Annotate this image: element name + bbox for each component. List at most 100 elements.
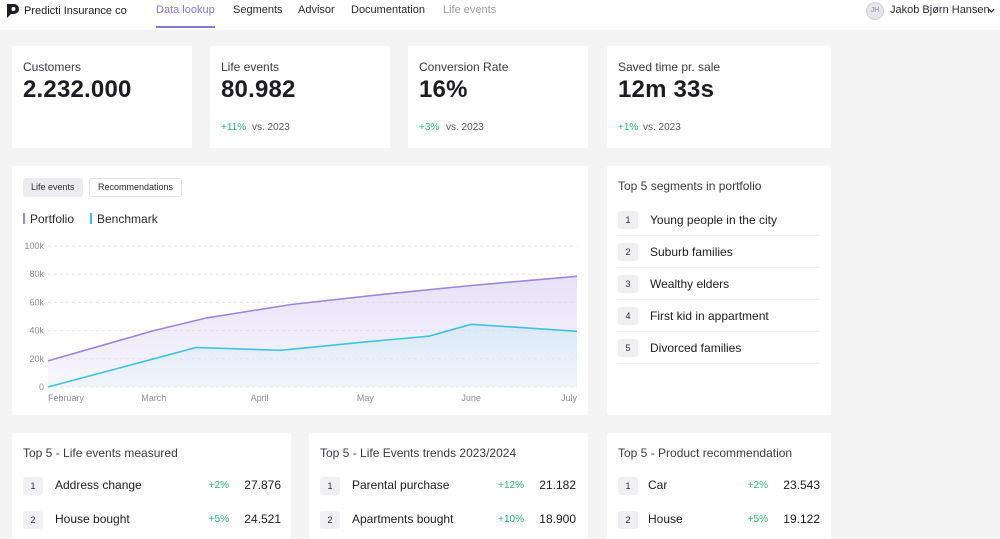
rank-badge: 3 [618, 275, 638, 293]
rank-badge: 4 [618, 307, 638, 325]
kpi-title: Life events [221, 60, 280, 74]
y-tick-label: 80k [29, 269, 44, 279]
row-value: 19.122 [783, 512, 820, 526]
row-value: 24.521 [244, 512, 281, 526]
list-item[interactable]: 1 Address change +2% 27.876 [23, 470, 281, 504]
kpi-card-saved-time: Saved time pr. sale 12m 33s +1% vs. 2023 [607, 46, 831, 148]
row-label: Parental purchase [352, 478, 450, 492]
kpi-value: 2.232.000 [23, 76, 132, 103]
row-label: Address change [55, 478, 142, 492]
brand-name: Predicti Insurance co [24, 5, 127, 17]
kpi-title: Conversion Rate [419, 60, 509, 74]
top-navigation-bar: Predicti Insurance co Data lookup Segmen… [0, 0, 1000, 30]
kpi-card-conversion-rate: Conversion Rate 16% +3% vs. 2023 [408, 46, 588, 148]
kpi-value: 12m 33s [618, 76, 715, 103]
line-area-chart: 100k 80k 60k 40k 20k 0 February March April May Ju… [24, 241, 578, 403]
segment-label: Suburb families [650, 245, 733, 259]
x-tick-label: April [251, 393, 269, 403]
rank-badge: 1 [23, 477, 43, 495]
tab-recommendations[interactable]: Recommendations [89, 178, 183, 197]
row-label: Apartments bought [352, 512, 454, 526]
legend-label: Portfolio [30, 212, 75, 226]
row-value: 21.182 [539, 478, 576, 492]
row-delta: +5% [747, 514, 768, 525]
x-tick-label: March [141, 393, 166, 403]
legend-swatch-portfolio [23, 213, 25, 224]
kpi-card-life-events: Life events 80.982 +11% vs. 2023 [210, 46, 390, 148]
segment-label: Young people in the city [650, 213, 777, 227]
legend-swatch-benchmark [90, 213, 92, 224]
segment-label: First kid in appartment [650, 309, 769, 323]
nav-documentation[interactable]: Documentation [351, 4, 425, 16]
panel-title: Top 5 - Product recommendation [618, 446, 793, 460]
list-item[interactable]: 4 First kid in appartment [618, 300, 820, 332]
tab-life-events[interactable]: Life events [23, 178, 83, 197]
rank-badge: 5 [618, 339, 638, 357]
list-item[interactable]: 1 Parental purchase +12% 21.182 [320, 470, 576, 504]
life-events-trends-card: Top 5 - Life Events trends 2023/2024 1 P… [309, 433, 588, 539]
chevron-down-icon[interactable] [987, 6, 996, 15]
rank-badge: 1 [618, 477, 638, 495]
kpi-comparison: vs. 2023 [252, 122, 290, 133]
row-delta: +10% [498, 514, 524, 525]
kpi-delta: +3% [419, 122, 440, 133]
kpi-delta: +1% [618, 122, 639, 133]
list-item[interactable]: 2 Apartments bought +10% 18.900 [320, 504, 576, 538]
y-tick-label: 0 [39, 382, 44, 392]
benchmark-series-line [47, 323, 578, 388]
segment-label: Wealthy elders [650, 277, 730, 291]
list-item[interactable]: 1 Car +2% 23.543 [618, 470, 820, 504]
list-item[interactable]: 2 House +5% 19.122 [618, 504, 820, 538]
x-tick-label: February [48, 393, 85, 403]
panel-title: Top 5 segments in portfolio [618, 179, 762, 193]
row-value: 18.900 [539, 512, 576, 526]
benchmark-area [48, 324, 577, 387]
life-events-chart-card: Life events Recommendations Portfolio Be… [12, 166, 588, 415]
list-item[interactable]: 2 Suburb families [618, 236, 820, 268]
user-avatar[interactable]: JH [866, 2, 884, 20]
row-value: 23.543 [783, 478, 820, 492]
kpi-comparison: vs. 2023 [643, 122, 681, 133]
kpi-title: Customers [23, 60, 82, 74]
kpi-title: Saved time pr. sale [618, 60, 721, 74]
nav-segments[interactable]: Segments [233, 4, 283, 16]
x-tick-label: June [461, 393, 481, 403]
x-tick-label: July [561, 393, 578, 403]
life-events-measured-card: Top 5 - Life events measured 1 Address c… [12, 433, 291, 539]
rank-badge: 2 [618, 243, 638, 261]
rank-badge: 2 [618, 511, 638, 529]
row-label: House bought [55, 512, 130, 526]
rank-badge: 2 [320, 511, 340, 529]
panel-title: Top 5 - Life events measured [23, 446, 178, 460]
row-delta: +12% [498, 480, 524, 491]
rank-badge: 1 [618, 211, 638, 229]
kpi-delta: +11% [221, 122, 247, 133]
kpi-value: 16% [419, 76, 468, 103]
brand-logo-icon [7, 4, 19, 18]
row-label: House [648, 512, 683, 526]
kpi-card-customers: Customers 2.232.000 [12, 46, 192, 148]
list-item[interactable]: 1 Young people in the city [618, 204, 820, 236]
legend-portfolio[interactable]: Portfolio [23, 212, 74, 226]
row-delta: +2% [208, 480, 229, 491]
product-recommendation-card: Top 5 - Product recommendation 1 Car +2%… [607, 433, 831, 539]
row-value: 27.876 [244, 478, 281, 492]
row-label: Car [648, 478, 668, 492]
nav-advisor[interactable]: Advisor [298, 4, 335, 16]
x-tick-label: May [357, 393, 375, 403]
active-nav-indicator [156, 26, 215, 28]
nav-data-lookup[interactable]: Data lookup [156, 4, 215, 16]
row-delta: +5% [208, 514, 229, 525]
legend-benchmark[interactable]: Benchmark [90, 212, 158, 226]
top-segments-card: Top 5 segments in portfolio 1 Young peop… [607, 166, 831, 415]
rank-badge: 1 [320, 477, 340, 495]
row-delta: +2% [747, 480, 768, 491]
list-item[interactable]: 2 House bought +5% 24.521 [23, 504, 281, 538]
legend-label: Benchmark [97, 212, 158, 226]
list-item[interactable]: 3 Wealthy elders [618, 268, 820, 300]
kpi-comparison: vs. 2023 [446, 122, 484, 133]
user-name[interactable]: Jakob Bjørn Hansen [890, 4, 990, 16]
y-tick-label: 100k [24, 241, 44, 251]
nav-life-events[interactable]: Life events [443, 4, 497, 16]
list-item[interactable]: 5 Divorced families [618, 332, 820, 364]
